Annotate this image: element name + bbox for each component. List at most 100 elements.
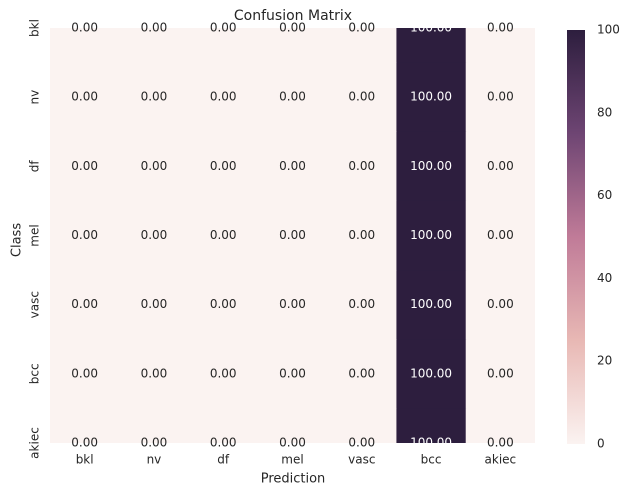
cell-label: 100.00 <box>410 228 452 242</box>
colorbar <box>567 30 585 444</box>
heatmap-cells <box>50 28 535 443</box>
cell-label: 0.00 <box>348 90 375 104</box>
heatmap-cell <box>327 200 397 271</box>
cell-label: 0.00 <box>71 436 98 450</box>
heatmap-cell <box>50 408 120 443</box>
y-tick-label: nv <box>28 90 42 105</box>
heatmap-cell <box>188 62 259 133</box>
cell-label: 0.00 <box>279 90 306 104</box>
heatmap-cell <box>465 200 535 271</box>
cell-label: 0.00 <box>487 90 514 104</box>
heatmap-cell <box>257 200 328 271</box>
cell-label: 0.00 <box>141 436 168 450</box>
cell-label: 0.00 <box>279 228 306 242</box>
cell-label: 100.00 <box>410 21 452 35</box>
heatmap-cell <box>188 270 259 340</box>
cell-label: 0.00 <box>348 297 375 311</box>
colorbar-tick-label: 20 <box>597 354 612 368</box>
heatmap-cell <box>327 28 397 64</box>
heatmap-cell <box>465 339 535 409</box>
heatmap-cell <box>465 408 535 443</box>
heatmap-cell <box>119 270 190 340</box>
colorbar-tick-label: 80 <box>597 105 612 119</box>
heatmap-cell <box>50 200 120 271</box>
cell-label: 0.00 <box>210 21 237 35</box>
colorbar-tick-label: 40 <box>597 271 612 285</box>
y-tick-label: bkl <box>28 19 42 37</box>
cell-label: 0.00 <box>348 159 375 173</box>
cell-label: 0.00 <box>348 436 375 450</box>
y-tick-label: mel <box>28 224 42 246</box>
heatmap-cell <box>50 131 120 202</box>
cell-label: 0.00 <box>279 159 306 173</box>
colorbar-tick-label: 60 <box>597 188 612 202</box>
cell-label: 0.00 <box>487 159 514 173</box>
cell-label: 0.00 <box>210 159 237 173</box>
y-tick-label: akiec <box>28 427 42 459</box>
heatmap-cell <box>119 62 190 133</box>
cell-label: 0.00 <box>210 366 237 380</box>
heatmap-cell <box>396 408 467 443</box>
heatmap-cell <box>188 28 259 64</box>
x-tick-label: bkl <box>76 453 94 467</box>
x-tick-label: df <box>217 453 230 467</box>
heatmap-cell <box>327 131 397 202</box>
heatmap-cell <box>188 200 259 271</box>
x-tick-label: vasc <box>348 453 375 467</box>
cell-label: 100.00 <box>410 90 452 104</box>
heatmap-cell <box>257 28 328 64</box>
cell-label: 0.00 <box>71 159 98 173</box>
heatmap-cell <box>257 131 328 202</box>
heatmap-cell <box>396 131 467 202</box>
y-tick-label: bcc <box>28 363 42 384</box>
heatmap-cell <box>396 270 467 340</box>
cell-label: 0.00 <box>71 297 98 311</box>
heatmap-cell <box>396 200 467 271</box>
cell-label: 0.00 <box>348 228 375 242</box>
heatmap-cell <box>396 62 467 133</box>
cell-label: 100.00 <box>410 436 452 450</box>
cell-label: 0.00 <box>210 436 237 450</box>
x-tick-label: nv <box>147 453 162 467</box>
heatmap-cell <box>50 270 120 340</box>
cell-label: 0.00 <box>279 436 306 450</box>
heatmap-cell <box>396 339 467 409</box>
x-tick-label: akiec <box>485 453 517 467</box>
colorbar-tick-label: 0 <box>597 437 605 451</box>
heatmap-cell <box>119 339 190 409</box>
cell-label: 0.00 <box>71 366 98 380</box>
cell-label: 0.00 <box>487 228 514 242</box>
cell-label: 100.00 <box>410 159 452 173</box>
heatmap-cell <box>327 270 397 340</box>
cell-label: 100.00 <box>410 366 452 380</box>
heatmap-cell <box>119 131 190 202</box>
heatmap-cell <box>188 408 259 443</box>
cell-label: 0.00 <box>141 159 168 173</box>
x-tick-label: bcc <box>421 453 442 467</box>
heatmap-cell <box>465 131 535 202</box>
colorbar-tick-label: 100 <box>597 23 620 37</box>
cell-label: 0.00 <box>71 228 98 242</box>
cell-label: 0.00 <box>279 21 306 35</box>
heatmap-cell <box>50 339 120 409</box>
heatmap-cell <box>119 28 190 64</box>
heatmap-cell <box>465 62 535 133</box>
heatmap-cell <box>50 62 120 133</box>
heatmap-cell <box>327 339 397 409</box>
y-tick-label: df <box>28 160 42 173</box>
cell-label: 0.00 <box>141 366 168 380</box>
cell-label: 0.00 <box>279 297 306 311</box>
heatmap-cell <box>257 339 328 409</box>
chart-title: Confusion Matrix <box>234 8 352 24</box>
x-axis-label: Prediction <box>261 472 326 487</box>
y-tick-label: vasc <box>28 291 42 318</box>
cell-label: 0.00 <box>487 366 514 380</box>
cell-label: 0.00 <box>279 366 306 380</box>
x-tick-label: mel <box>281 453 303 467</box>
cell-label: 0.00 <box>141 90 168 104</box>
cell-label: 0.00 <box>348 21 375 35</box>
cell-label: 0.00 <box>71 21 98 35</box>
cell-label: 0.00 <box>71 90 98 104</box>
y-axis-label: Class <box>10 223 25 257</box>
